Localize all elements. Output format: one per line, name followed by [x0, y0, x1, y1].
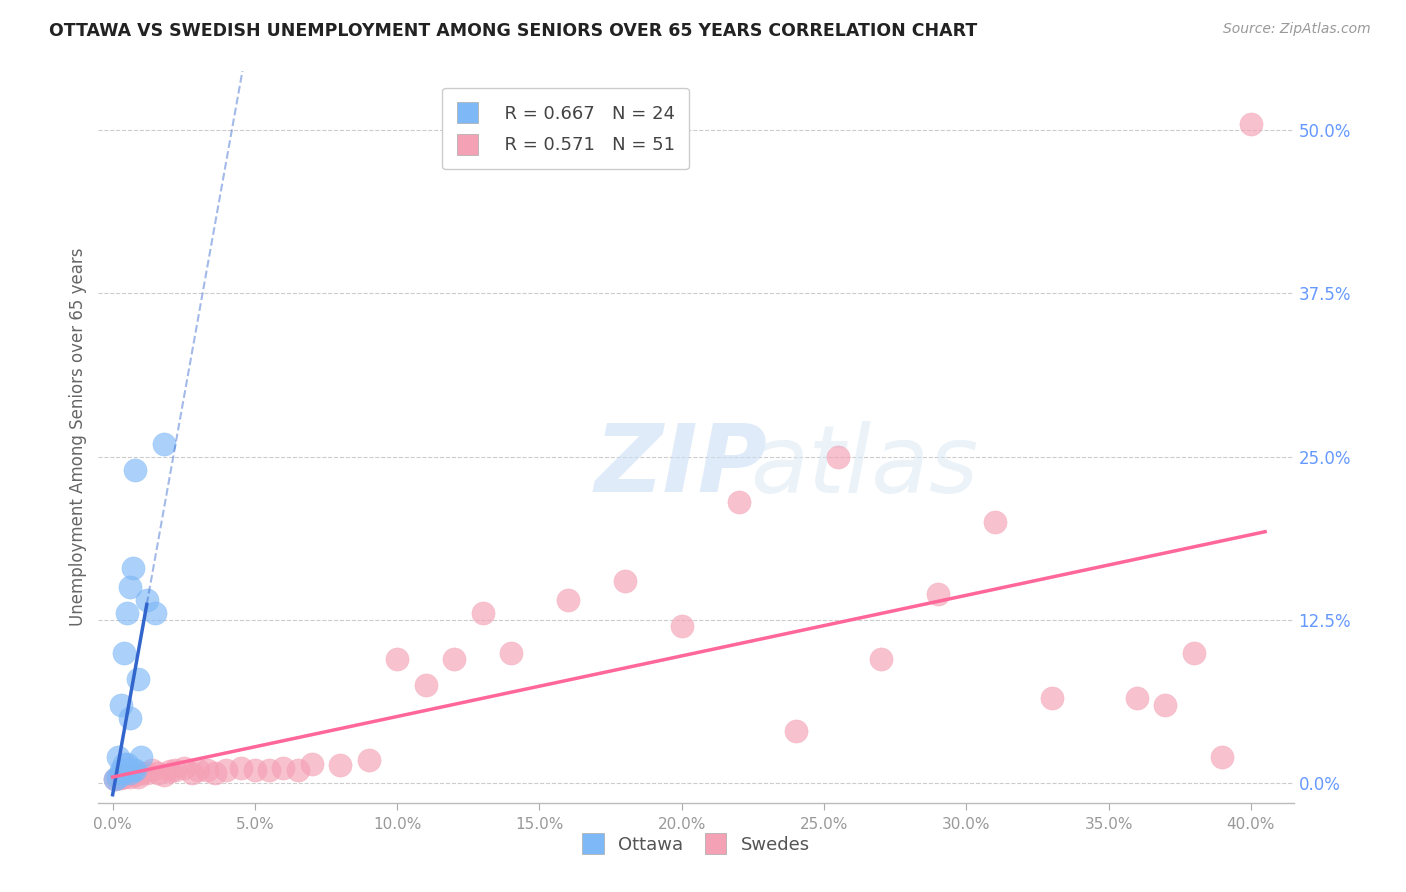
- Legend: Ottawa, Swedes: Ottawa, Swedes: [569, 821, 823, 867]
- Text: OTTAWA VS SWEDISH UNEMPLOYMENT AMONG SENIORS OVER 65 YEARS CORRELATION CHART: OTTAWA VS SWEDISH UNEMPLOYMENT AMONG SEN…: [49, 22, 977, 40]
- Point: [135, 765, 157, 780]
- Point: [727, 495, 749, 509]
- Point: [118, 770, 141, 784]
- Point: [110, 763, 132, 777]
- Text: atlas: atlas: [749, 421, 979, 512]
- Point: [129, 750, 152, 764]
- Point: [112, 646, 135, 660]
- Point: [870, 652, 893, 666]
- Point: [118, 765, 141, 780]
- Point: [115, 765, 138, 780]
- Point: [215, 763, 238, 777]
- Point: [785, 723, 807, 738]
- Point: [257, 763, 280, 777]
- Point: [115, 768, 138, 782]
- Point: [187, 763, 209, 777]
- Point: [1240, 117, 1263, 131]
- Point: [124, 463, 146, 477]
- Point: [143, 607, 166, 621]
- Point: [115, 607, 138, 621]
- Point: [415, 678, 437, 692]
- Point: [141, 763, 163, 777]
- Point: [112, 756, 135, 771]
- Point: [827, 450, 849, 464]
- Point: [984, 515, 1007, 529]
- Point: [471, 607, 494, 621]
- Point: [1154, 698, 1177, 712]
- Point: [153, 436, 176, 450]
- Text: ZIP: ZIP: [595, 420, 768, 512]
- Point: [329, 758, 352, 772]
- Point: [115, 763, 138, 777]
- Point: [181, 765, 204, 780]
- Point: [110, 771, 132, 785]
- Point: [499, 646, 522, 660]
- Point: [153, 768, 176, 782]
- Point: [443, 652, 465, 666]
- Point: [159, 764, 181, 779]
- Point: [112, 770, 135, 784]
- Y-axis label: Unemployment Among Seniors over 65 years: Unemployment Among Seniors over 65 years: [69, 248, 87, 626]
- Point: [287, 763, 309, 777]
- Point: [110, 765, 132, 780]
- Point: [385, 652, 409, 666]
- Point: [104, 772, 127, 787]
- Point: [115, 756, 138, 771]
- Point: [613, 574, 636, 588]
- Point: [204, 765, 226, 780]
- Point: [148, 765, 170, 780]
- Point: [243, 763, 266, 777]
- Point: [1126, 691, 1149, 706]
- Point: [173, 760, 195, 774]
- Text: Source: ZipAtlas.com: Source: ZipAtlas.com: [1223, 22, 1371, 37]
- Point: [1182, 646, 1205, 660]
- Point: [195, 763, 218, 777]
- Point: [118, 580, 141, 594]
- Point: [557, 593, 579, 607]
- Point: [1040, 691, 1063, 706]
- Point: [127, 672, 149, 686]
- Point: [118, 711, 141, 725]
- Point: [1211, 750, 1233, 764]
- Point: [127, 770, 149, 784]
- Point: [104, 772, 127, 787]
- Point: [121, 767, 143, 781]
- Point: [357, 753, 380, 767]
- Point: [229, 760, 252, 774]
- Point: [112, 765, 135, 780]
- Point: [107, 750, 129, 764]
- Point: [110, 698, 132, 712]
- Point: [927, 587, 949, 601]
- Point: [107, 770, 129, 784]
- Point: [124, 763, 146, 777]
- Point: [671, 619, 693, 633]
- Point: [107, 771, 129, 785]
- Point: [165, 763, 187, 777]
- Point: [301, 756, 323, 771]
- Point: [121, 763, 143, 777]
- Point: [273, 760, 295, 774]
- Point: [135, 593, 157, 607]
- Point: [124, 768, 146, 782]
- Point: [129, 765, 152, 780]
- Point: [121, 560, 143, 574]
